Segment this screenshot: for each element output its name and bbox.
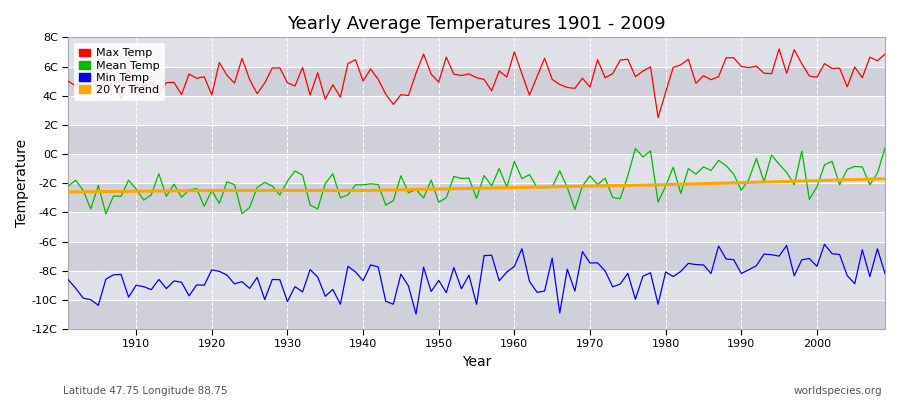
Bar [68,242,885,271]
Bar [68,66,885,96]
Bar [68,183,885,212]
Bar [68,37,885,66]
Title: Yearly Average Temperatures 1901 - 2009: Yearly Average Temperatures 1901 - 2009 [287,15,666,33]
Legend: Max Temp, Mean Temp, Min Temp, 20 Yr Trend: Max Temp, Mean Temp, Min Temp, 20 Yr Tre… [74,43,165,101]
Bar [68,300,885,329]
Text: Latitude 47.75 Longitude 88.75: Latitude 47.75 Longitude 88.75 [63,386,228,396]
Bar [68,154,885,183]
X-axis label: Year: Year [462,355,491,369]
Bar [68,125,885,154]
Bar [68,96,885,125]
Text: worldspecies.org: worldspecies.org [794,386,882,396]
Bar [68,212,885,242]
Y-axis label: Temperature: Temperature [15,139,29,227]
Bar [68,271,885,300]
